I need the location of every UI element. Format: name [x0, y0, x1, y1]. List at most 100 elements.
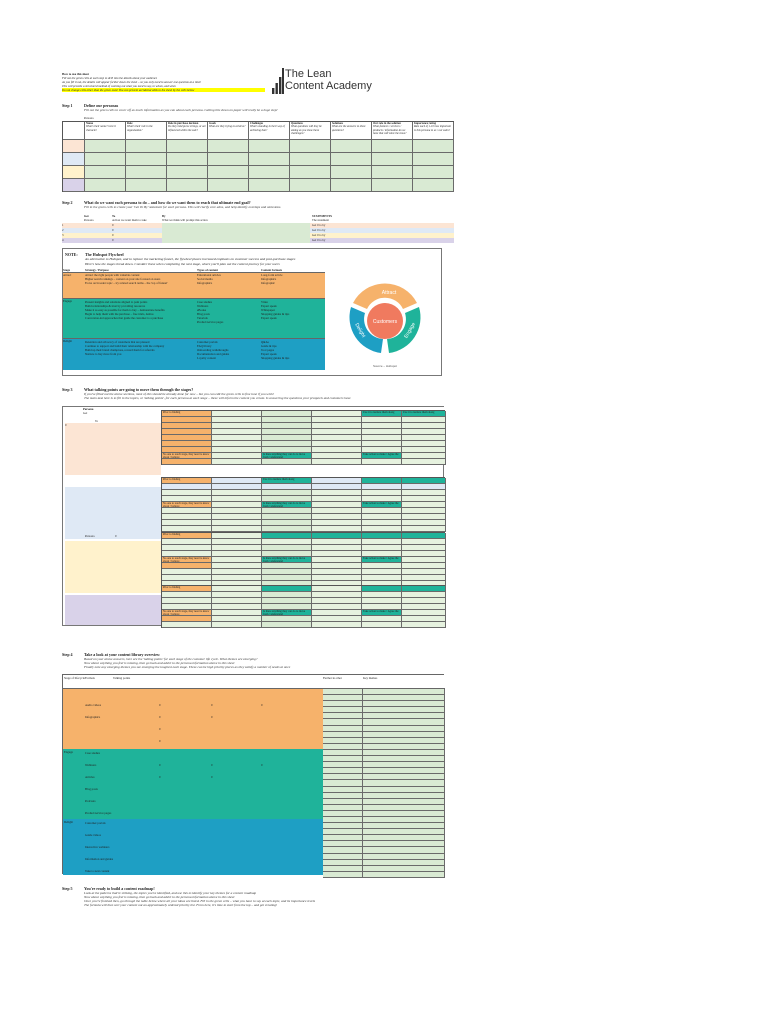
input-cell[interactable]	[290, 166, 331, 179]
flywheel-center-label: Customers	[373, 319, 398, 325]
stage-engage: Engage Present insights and solutions al…	[63, 298, 325, 338]
input-cell[interactable]	[290, 179, 331, 192]
step1-desc: Fill out the green cells to cover off as…	[84, 108, 278, 112]
input-cell[interactable]	[262, 496, 312, 502]
input-cell[interactable]	[249, 166, 290, 179]
input-cell[interactable]	[208, 140, 249, 153]
input-cell[interactable]	[249, 140, 290, 153]
input-cell[interactable]	[85, 153, 126, 166]
input-cell[interactable]	[85, 140, 126, 153]
logo: The Lean Content Academy	[270, 66, 390, 96]
persona-header: Role What's their role in the organisatio…	[126, 122, 167, 140]
input-cell[interactable]	[413, 153, 454, 166]
step5-line: Now above anything you feel is missing, …	[84, 895, 235, 899]
input-cell[interactable]	[249, 179, 290, 192]
input-cell[interactable]	[290, 153, 331, 166]
input-cell[interactable]	[331, 153, 372, 166]
logo-line1: The Lean	[285, 68, 332, 80]
input-cell[interactable]	[85, 179, 126, 192]
flywheel-attract-segment	[353, 283, 417, 309]
step5-line: Look at the patterns that're striking, t…	[84, 891, 257, 895]
input-cell[interactable]	[262, 508, 312, 514]
input-cell[interactable]	[413, 179, 454, 192]
step1-label: Step 1	[62, 103, 73, 108]
input-cell[interactable]	[262, 569, 312, 575]
input-cell[interactable]	[167, 179, 208, 192]
stage-attract: Attract Attract the right people with va…	[63, 272, 325, 298]
input-cell[interactable]	[126, 153, 167, 166]
input-cell[interactable]	[413, 140, 454, 153]
persona-header: Questions What questions will they be ask…	[290, 122, 331, 140]
library-attract-band: Audio videos Infographics 0 0 0 0 0 0 0	[63, 689, 323, 749]
input-cell[interactable]	[262, 526, 312, 532]
library-delight-band: Customer portals Guide videos Interactiv…	[63, 819, 323, 875]
input-cell[interactable]	[262, 435, 312, 441]
input-cell[interactable]	[126, 140, 167, 153]
input-cell[interactable]	[262, 575, 312, 581]
input-cell[interactable]	[372, 140, 413, 153]
persona-header: Our role in the solution What features / …	[372, 122, 413, 140]
input-cell[interactable]	[262, 598, 312, 604]
input-cell[interactable]	[372, 153, 413, 166]
persona-header: Goals What are they trying to achieve?	[208, 122, 249, 140]
input-cell[interactable]	[126, 166, 167, 179]
input-cell[interactable]	[208, 153, 249, 166]
step2-title: What do we want each persona to do – and…	[84, 200, 251, 205]
input-cell[interactable]	[249, 153, 290, 166]
persona-header: Solutions What are the answers to these q…	[331, 122, 372, 140]
input-cell[interactable]	[331, 166, 372, 179]
step5-line: Once you're finished then, go through th…	[84, 899, 316, 903]
intro-title: How to use this sheet	[62, 72, 89, 76]
step5-line: The formula will then sort your content …	[84, 903, 278, 907]
input-cell[interactable]	[262, 441, 312, 447]
statement-table: Get Persona To Action we want them to take…	[62, 214, 454, 244]
step3-label: Step 3	[62, 387, 73, 392]
persona-table: Name What's their name? Give it character…	[62, 121, 454, 192]
input-cell[interactable]	[262, 604, 312, 610]
input-cell[interactable]	[262, 563, 312, 569]
input-cell[interactable]	[262, 459, 312, 465]
step4-desc: Now above anything you feel is missing, …	[84, 661, 235, 665]
step3-desc: The main task here is to fill in the top…	[84, 396, 351, 400]
step1-title: Define our personas	[84, 103, 119, 108]
input-cell[interactable]	[262, 520, 312, 526]
flywheel-source: Source – Hubspot	[373, 364, 397, 368]
input-cell[interactable]	[167, 153, 208, 166]
input-cell[interactable]	[262, 417, 312, 423]
input-cell[interactable]	[262, 490, 312, 496]
persona-block-4	[65, 595, 161, 625]
persona-block-2	[65, 487, 161, 539]
input-cell[interactable]	[85, 166, 126, 179]
input-cell[interactable]	[262, 447, 312, 453]
stage-table: Stage Strategy / Purpose Types of conten…	[63, 268, 325, 370]
flywheel-diagram: Customers Attract Engage Delight Source …	[349, 283, 421, 368]
input-cell[interactable]	[262, 592, 312, 598]
intro-warning: Do not change cells other than the green…	[62, 88, 265, 92]
persona-block-3	[65, 541, 161, 593]
step4-title: Take a look at your content library over…	[84, 652, 160, 657]
input-cell[interactable]	[372, 166, 413, 179]
input-cell[interactable]	[262, 411, 312, 417]
input-cell[interactable]	[167, 166, 208, 179]
input-cell[interactable]	[126, 179, 167, 192]
input-cell[interactable]	[262, 551, 312, 557]
input-cell[interactable]	[262, 616, 312, 622]
input-cell[interactable]	[372, 179, 413, 192]
input-cell[interactable]	[262, 545, 312, 551]
step2-desc: Fill in the green cells to create your '…	[84, 205, 282, 209]
step4-desc: Finally note any emerging themes you see…	[84, 665, 291, 669]
step1-group-label: Persona	[84, 116, 94, 120]
input-cell[interactable]	[208, 166, 249, 179]
input-cell[interactable]	[290, 140, 331, 153]
input-cell[interactable]	[262, 429, 312, 435]
input-cell[interactable]	[208, 179, 249, 192]
input-cell[interactable]	[331, 140, 372, 153]
intro-line: As you fill it out, the details will app…	[62, 80, 202, 84]
flywheel-engage-segment	[387, 307, 421, 353]
input-cell[interactable]	[331, 179, 372, 192]
input-cell[interactable]	[262, 423, 312, 429]
input-cell[interactable]	[262, 514, 312, 520]
input-cell[interactable]	[262, 622, 312, 628]
input-cell[interactable]	[413, 166, 454, 179]
input-cell[interactable]	[167, 140, 208, 153]
